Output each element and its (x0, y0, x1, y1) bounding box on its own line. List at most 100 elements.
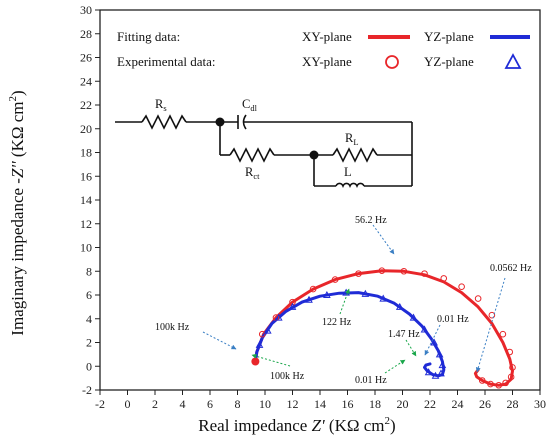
x-tick-label: 10 (259, 397, 271, 411)
y-tick-label: 26 (80, 51, 92, 65)
exp-point-yz (305, 295, 313, 303)
exp-point-yz (409, 313, 418, 321)
exp-point-xy (400, 267, 408, 275)
y-tick-label: 16 (80, 169, 92, 183)
resistor-rl (332, 147, 378, 163)
y-tick-label: -2 (82, 383, 92, 397)
exp-point-yz (361, 289, 370, 297)
x-tick-label: 26 (479, 397, 491, 411)
y-tick-label: 14 (80, 193, 92, 207)
exp-point-yz (379, 294, 388, 302)
annotation-label: 100k Hz (155, 322, 190, 333)
exp-point-xy (421, 270, 428, 277)
annotation-arrow (405, 339, 417, 357)
exp-point-xy (355, 270, 362, 277)
annotation-arrow (384, 359, 406, 374)
x-tick-label: -2 (95, 397, 105, 411)
exp-point-xy (506, 348, 514, 356)
exp-point-yz (395, 302, 404, 310)
x-tick-label: 8 (235, 397, 241, 411)
y-tick-label: 22 (80, 98, 92, 112)
annotation-label: 0.01 Hz (355, 375, 387, 386)
y-tick-label: 2 (86, 336, 92, 350)
data-series (251, 267, 516, 389)
exp-point-xy (258, 330, 266, 338)
legend-exp-yz-marker (504, 53, 522, 69)
exp-point-yz (430, 338, 438, 346)
exp-point-yz (288, 302, 297, 310)
resistor-rs (141, 114, 187, 130)
exp-point-xy (488, 311, 496, 319)
x-tick-label: 20 (397, 397, 409, 411)
x-tick-label: 30 (534, 397, 546, 411)
x-tick-label: 4 (180, 397, 186, 411)
y-tick-label: 8 (86, 264, 92, 278)
annotation-label: 122 Hz (322, 317, 352, 328)
exp-point-xy (499, 330, 507, 338)
annotation-arrow (251, 353, 291, 367)
legend-exp-yz-label: YZ-plane (424, 54, 474, 69)
exp-point-yz (438, 361, 447, 369)
x-tick-label: 16 (342, 397, 354, 411)
annotation-label: 100k Hz (270, 371, 305, 382)
inductor-l (335, 182, 365, 188)
exp-point-xy (478, 377, 486, 384)
legend-exp-xy-marker (385, 55, 399, 69)
x-tick-label: 22 (424, 397, 436, 411)
capacitor-cdl (242, 114, 247, 130)
x-tick-label: 24 (452, 397, 464, 411)
exp-point-xy (440, 275, 448, 282)
legend: Fitting data: Experimental data: XY-plan… (117, 29, 530, 69)
equivalent-circuit (115, 114, 413, 188)
y-tick-label: 30 (80, 3, 92, 17)
rl-label: RL (345, 131, 359, 147)
exp-point-xy (474, 295, 482, 302)
x-axis-title: Real impedance Z' (KΩ cm2) (198, 415, 395, 435)
exp-point-yz (431, 371, 440, 379)
exp-point-xy (458, 283, 465, 290)
exp-point-yz (255, 340, 264, 348)
x-tick-label: 12 (287, 397, 299, 411)
exp-point-xy (509, 364, 516, 371)
exp-point-yz (263, 326, 272, 334)
rs-label: Rs (155, 97, 167, 113)
legend-experimental-label: Experimental data: (117, 54, 216, 69)
exp-point-yz (437, 369, 445, 377)
x-tick-label: 28 (507, 397, 519, 411)
x-tick-label: 14 (314, 397, 326, 411)
legend-exp-xy-label: XY-plane (302, 54, 352, 69)
y-tick-label: 4 (86, 312, 92, 326)
annotation-arrow (202, 331, 237, 350)
exp-point-yz (424, 368, 433, 376)
legend-fitting-label: Fitting data: (117, 29, 180, 44)
legend-fit-yz-label: YZ-plane (424, 29, 474, 44)
exp-point-yz (274, 313, 283, 321)
legend-fit-xy-label: XY-plane (302, 29, 352, 44)
circuit-node (309, 150, 319, 160)
exp-point-yz (323, 290, 331, 298)
x-tick-label: 18 (369, 397, 381, 411)
x-tick-label: 2 (152, 397, 158, 411)
annotation-label: 1.47 Hz (388, 329, 420, 340)
y-axis-title: Imaginary impedance -Z'' (KΩ cm2) (7, 90, 27, 335)
annotation-arrow (424, 324, 441, 356)
circuit-node (215, 117, 225, 127)
exp-point-xy (378, 267, 386, 274)
annotation-label: 0.0562 Hz (490, 263, 532, 274)
y-tick-label: 28 (80, 27, 92, 41)
y-tick-label: 0 (86, 359, 92, 373)
rct-label: Rct (245, 165, 260, 181)
cdl-label: Cdl (242, 97, 258, 113)
annotation-label: 56.2 Hz (355, 215, 387, 226)
exp-point-xy (495, 381, 503, 389)
x-tick-label: 0 (125, 397, 131, 411)
x-tick-label: 6 (207, 397, 213, 411)
y-tick-label: 10 (80, 241, 92, 255)
y-tick-label: 12 (80, 217, 92, 231)
start-point-marker (251, 357, 260, 366)
axis-ticks: -2 0 2 4 6 8 10 12 14 16 18 20 22 24 26 28 30-2024681012… (80, 3, 546, 411)
y-tick-label: 6 (86, 288, 92, 302)
exp-point-xy (502, 379, 509, 387)
exp-point-yz (420, 325, 429, 333)
